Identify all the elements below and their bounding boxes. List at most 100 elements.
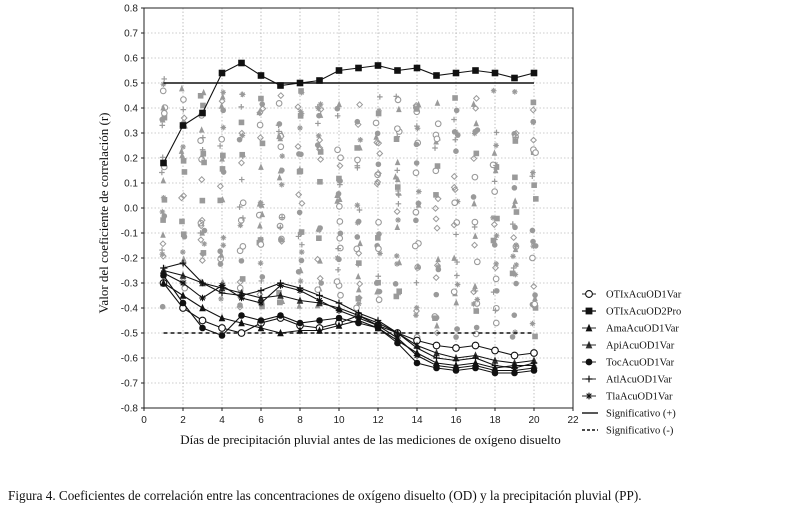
point-circle xyxy=(491,242,498,248)
point-plus xyxy=(277,224,284,231)
point-square xyxy=(375,279,381,286)
point-diamond xyxy=(512,129,520,137)
point-circle-open xyxy=(394,125,401,133)
point-circle xyxy=(238,258,245,264)
point-square xyxy=(258,95,264,102)
point-plus xyxy=(413,279,420,286)
point-asterisk xyxy=(316,297,323,304)
point-triangle-half xyxy=(296,296,304,304)
point-circle xyxy=(298,151,304,158)
point-circle xyxy=(316,112,322,119)
point-asterisk xyxy=(511,88,518,95)
point-triangle xyxy=(512,245,519,253)
point-triangle xyxy=(415,201,422,208)
point-triangle-half xyxy=(277,291,284,299)
point-diamond xyxy=(316,136,324,144)
point-circle xyxy=(355,319,362,327)
point-circle xyxy=(238,312,245,319)
point-plus xyxy=(238,176,245,183)
point-circle-open xyxy=(432,341,441,350)
point-diamond xyxy=(297,229,305,237)
point-square xyxy=(217,197,224,204)
point-plus xyxy=(199,146,206,153)
point-asterisk xyxy=(180,144,186,150)
point-asterisk xyxy=(257,299,265,307)
point-square xyxy=(199,109,206,117)
point-square xyxy=(297,113,304,119)
point-asterisk xyxy=(472,362,479,369)
point-asterisk xyxy=(239,91,246,98)
y-tick-label: -0.6 xyxy=(121,354,139,365)
point-square xyxy=(335,67,343,74)
point-circle-open xyxy=(336,218,344,225)
point-square xyxy=(533,196,539,202)
point-triangle xyxy=(179,84,185,92)
legend-item: Significativo (+) xyxy=(582,409,676,420)
x-tick-label: 4 xyxy=(219,415,225,426)
point-diamond xyxy=(355,249,363,257)
point-square xyxy=(316,235,322,241)
point-triangle xyxy=(492,166,499,174)
point-circle xyxy=(530,238,536,245)
point-circle-open xyxy=(159,87,167,95)
point-diamond xyxy=(198,176,206,184)
point-triangle xyxy=(472,282,478,290)
point-circle-open xyxy=(256,121,264,129)
point-triangle xyxy=(473,119,480,127)
point-circle xyxy=(413,141,420,148)
point-circle-open xyxy=(334,146,341,154)
point-triangle-half xyxy=(491,356,499,364)
point-circle-open xyxy=(353,304,360,312)
point-circle-open xyxy=(160,109,168,117)
point-asterisk xyxy=(413,304,420,311)
point-diamond xyxy=(316,145,324,153)
point-triangle xyxy=(218,313,226,322)
point-asterisk xyxy=(474,296,481,303)
point-triangle xyxy=(160,278,167,287)
point-plus xyxy=(159,122,166,129)
point-plus xyxy=(491,178,498,185)
point-asterisk xyxy=(394,334,401,342)
point-circle-open xyxy=(236,284,244,292)
point-asterisk xyxy=(317,101,324,108)
point-diamond xyxy=(450,221,458,229)
point-circle-open xyxy=(237,329,246,337)
point-diamond xyxy=(317,105,325,113)
point-plus xyxy=(585,375,593,383)
point-asterisk xyxy=(298,89,305,96)
point-square xyxy=(512,138,519,144)
legend-label: Significativo (+) xyxy=(606,409,676,420)
point-asterisk xyxy=(160,269,167,277)
point-square xyxy=(413,106,420,112)
legend-label: AtlAcuOD1Var xyxy=(606,375,672,386)
reference-lines xyxy=(163,82,534,334)
y-tick-label: 0.2 xyxy=(124,154,138,165)
point-asterisk xyxy=(512,271,519,278)
correlation-chart: 0 2 4 6 8 10 12 14 16 18 20 22 -0.8 -0.7 -0.6 -0.5 -0.4… xyxy=(96,4,682,448)
point-square xyxy=(181,169,188,175)
point-asterisk xyxy=(278,181,285,188)
point-asterisk xyxy=(160,194,167,201)
point-triangle-half xyxy=(433,348,440,357)
x-tick-label: 22 xyxy=(567,415,579,426)
legend-label: ApiAcuOD1Var xyxy=(606,341,675,352)
point-circle xyxy=(296,209,303,216)
point-diamond xyxy=(530,136,538,144)
point-circle xyxy=(433,291,440,298)
point-triangle xyxy=(219,195,226,203)
point-diamond xyxy=(433,329,441,337)
y-tick-label: -0.3 xyxy=(121,279,139,290)
point-square xyxy=(160,159,167,167)
point-triangle xyxy=(219,155,225,162)
legend-label: AmaAcuOD1Var xyxy=(606,324,679,335)
point-triangle-half xyxy=(585,340,593,349)
point-triangle xyxy=(396,105,402,113)
point-plus xyxy=(454,259,460,265)
point-circle xyxy=(374,130,381,137)
point-plus xyxy=(238,104,245,110)
point-asterisk xyxy=(454,281,461,288)
point-asterisk xyxy=(355,314,362,322)
point-diamond xyxy=(472,104,480,112)
point-circle xyxy=(217,261,224,267)
point-circle-open xyxy=(510,351,519,360)
